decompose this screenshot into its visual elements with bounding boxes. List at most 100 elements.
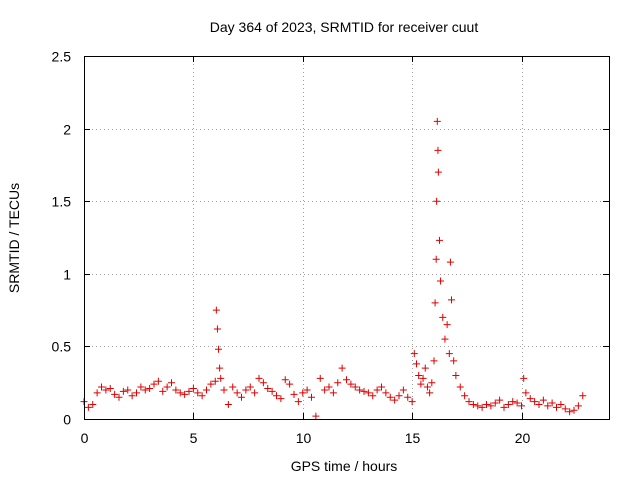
data-point xyxy=(430,357,438,365)
data-point xyxy=(439,313,447,321)
data-point xyxy=(343,376,350,384)
data-point xyxy=(504,400,512,408)
data-point xyxy=(360,387,368,395)
data-point xyxy=(432,255,440,263)
data-point xyxy=(338,364,346,372)
data-point xyxy=(478,403,486,411)
data-point xyxy=(102,386,110,394)
x-axis-label: GPS time / hours xyxy=(291,458,398,474)
data-point xyxy=(212,306,220,314)
data-point xyxy=(159,387,167,395)
x-tick-label: 0 xyxy=(81,430,89,446)
data-point xyxy=(217,374,225,382)
data-point xyxy=(246,383,254,391)
data-point xyxy=(194,389,202,397)
x-tick-label: 10 xyxy=(296,430,312,446)
data-point xyxy=(513,399,521,407)
data-point xyxy=(419,374,427,382)
data-point xyxy=(273,392,280,400)
data-point xyxy=(373,386,381,394)
grid-lines xyxy=(84,56,609,419)
data-point xyxy=(93,389,101,397)
data-point xyxy=(89,400,97,408)
data-point xyxy=(106,385,114,393)
data-point xyxy=(423,383,431,391)
data-point xyxy=(465,398,473,406)
data-point xyxy=(294,398,302,406)
data-point xyxy=(115,393,123,401)
data-point xyxy=(150,380,158,388)
data-point xyxy=(242,386,250,394)
data-point xyxy=(281,376,289,384)
data-points xyxy=(80,117,587,420)
data-point xyxy=(308,393,315,401)
data-point xyxy=(321,386,329,394)
axis-ticks: 0 5 10 15 20 0 0.5 1 1.5 2 2.5 xyxy=(52,49,609,446)
data-point xyxy=(133,389,140,397)
x-tick-label: 20 xyxy=(515,430,531,446)
data-point xyxy=(469,400,477,408)
data-point xyxy=(334,379,342,387)
data-point xyxy=(189,385,197,393)
data-point xyxy=(500,403,508,411)
data-point xyxy=(433,197,441,205)
data-point xyxy=(548,399,556,407)
data-point xyxy=(220,386,228,394)
plot-frame xyxy=(84,56,610,420)
data-point xyxy=(213,325,221,333)
data-point xyxy=(299,389,307,397)
data-point xyxy=(553,403,560,411)
data-point xyxy=(163,383,171,391)
data-point xyxy=(181,390,189,398)
data-point xyxy=(448,296,455,304)
data-point xyxy=(386,393,394,401)
chart-title: Day 364 of 2023, SRMTID for receiver cuu… xyxy=(210,19,479,35)
y-tick-label: 1.5 xyxy=(52,194,72,210)
data-point xyxy=(570,406,578,414)
data-point xyxy=(395,392,403,400)
data-point xyxy=(522,389,530,397)
y-tick-label: 2 xyxy=(63,122,71,138)
data-point xyxy=(474,402,482,410)
data-point xyxy=(408,398,416,406)
data-point xyxy=(456,383,464,391)
data-point xyxy=(461,392,469,400)
y-tick-label: 2.5 xyxy=(52,49,72,65)
data-point xyxy=(433,117,441,125)
data-point xyxy=(579,392,587,400)
data-point xyxy=(452,371,460,379)
data-point xyxy=(415,371,423,379)
data-point xyxy=(168,379,175,387)
data-point xyxy=(421,364,429,372)
data-point xyxy=(146,385,154,393)
data-point xyxy=(347,380,355,388)
y-tick-label: 0.5 xyxy=(52,339,72,355)
data-point xyxy=(531,398,539,406)
data-point xyxy=(229,383,237,391)
data-point xyxy=(290,390,298,398)
data-point xyxy=(238,393,245,401)
data-point xyxy=(286,380,294,388)
data-point xyxy=(364,389,372,397)
data-point xyxy=(215,345,223,353)
data-point xyxy=(233,389,241,397)
data-point xyxy=(316,374,324,382)
data-point xyxy=(487,402,495,410)
data-point xyxy=(434,146,442,154)
data-point xyxy=(98,383,105,391)
data-point xyxy=(329,389,337,397)
data-point xyxy=(535,400,543,408)
data-point xyxy=(303,386,311,394)
data-point xyxy=(137,383,145,391)
x-tick-label: 5 xyxy=(190,430,198,446)
data-point xyxy=(566,408,574,416)
data-point xyxy=(172,386,180,394)
data-point xyxy=(224,400,232,408)
data-point xyxy=(431,299,439,307)
data-point xyxy=(437,277,445,285)
data-point xyxy=(264,385,272,393)
data-point xyxy=(391,396,399,404)
data-point xyxy=(268,387,276,395)
data-point xyxy=(491,399,499,407)
